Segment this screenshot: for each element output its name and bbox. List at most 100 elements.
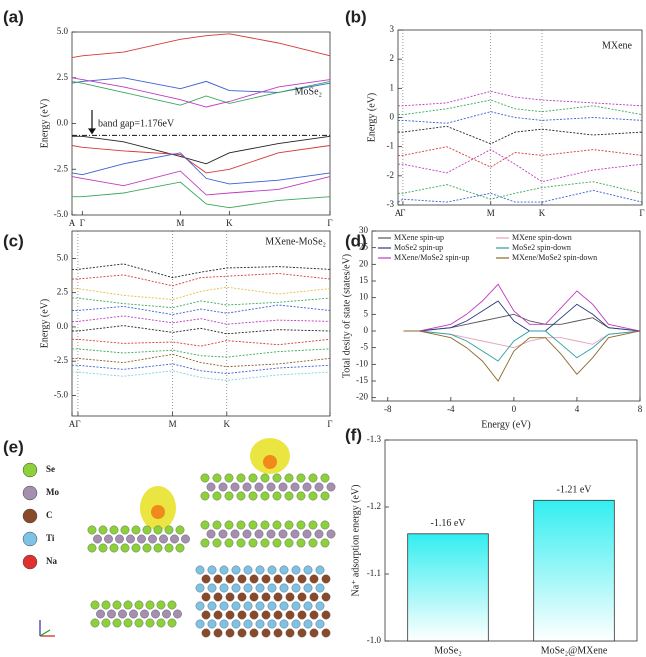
y-tick-label: 0.0 <box>57 118 69 128</box>
atom <box>242 529 252 539</box>
atom <box>131 543 141 553</box>
atom <box>237 592 247 602</box>
atom-legend-swatch <box>22 554 38 570</box>
y-tick-label: 1 <box>390 82 395 92</box>
atom <box>279 583 289 593</box>
series-line <box>71 33 331 59</box>
atom <box>296 473 306 483</box>
atom <box>326 529 336 539</box>
atom <box>273 628 283 638</box>
y-tick-label: 5 <box>364 308 369 318</box>
atom <box>195 619 205 629</box>
series-line <box>72 273 331 287</box>
atom <box>260 520 270 530</box>
panel-label: (a) <box>3 7 24 26</box>
atom <box>173 609 182 619</box>
atom <box>285 592 295 602</box>
plot-frame <box>384 439 638 642</box>
atom <box>231 583 241 593</box>
atom <box>230 482 240 492</box>
atom <box>134 600 144 610</box>
series-line <box>72 286 331 300</box>
atom <box>309 592 319 602</box>
series-line <box>72 363 331 374</box>
atom <box>267 565 277 575</box>
atom <box>131 525 141 535</box>
y-axis-label: Energy (eV) <box>39 299 50 349</box>
atom <box>279 565 289 575</box>
atom <box>225 592 235 602</box>
atom <box>87 543 97 553</box>
atom <box>218 529 228 539</box>
atom <box>320 491 330 501</box>
atom <box>151 609 160 619</box>
atom <box>297 610 307 620</box>
atom <box>167 618 177 628</box>
atom <box>243 601 253 611</box>
atom <box>315 565 325 575</box>
legend-label: MXene spin-up <box>394 233 444 242</box>
y-tick-label: 10 <box>359 292 369 302</box>
atom <box>267 583 277 593</box>
y-tick-label: -2.5 <box>54 163 69 173</box>
atom <box>145 618 155 628</box>
y-tick-label: 15 <box>359 275 369 285</box>
atom <box>153 543 163 553</box>
atom <box>98 525 108 535</box>
atom <box>285 610 295 620</box>
atom <box>142 543 152 553</box>
series-line <box>71 152 331 185</box>
atom <box>278 482 288 492</box>
atom <box>320 538 330 548</box>
y-axis-label: Energy (eV) <box>366 93 377 143</box>
series-line <box>403 283 641 332</box>
atom-legend-label: Se <box>46 464 55 474</box>
atom <box>236 491 246 501</box>
atom <box>200 491 210 501</box>
atom <box>90 600 100 610</box>
atom <box>303 601 313 611</box>
atom <box>164 543 174 553</box>
atom <box>237 574 247 584</box>
atom <box>120 543 130 553</box>
atom <box>90 618 100 628</box>
atom <box>279 601 289 611</box>
atom <box>156 618 166 628</box>
atom <box>213 628 223 638</box>
atom <box>255 601 265 611</box>
atom <box>112 600 122 610</box>
atom <box>249 574 259 584</box>
atom-legend-label: Mo <box>46 487 59 497</box>
atom <box>272 520 282 530</box>
value-label: -1.16 eV <box>431 518 467 529</box>
atom <box>255 619 265 629</box>
legend-label: MXene/MoSe2 spin-up <box>394 253 469 262</box>
atom <box>296 491 306 501</box>
atom <box>279 619 289 629</box>
atom <box>195 601 205 611</box>
panel-label: (d) <box>345 231 367 250</box>
atom <box>120 525 130 535</box>
atom <box>159 534 168 544</box>
legend-label: MoSe2 spin-up <box>394 243 443 252</box>
series-line <box>72 348 331 358</box>
y-tick-label: 2.5 <box>57 72 69 82</box>
y-tick-label: -1.0 <box>367 635 382 645</box>
series-line <box>398 125 643 145</box>
x-tick-label: 0 <box>512 404 517 414</box>
atom <box>302 482 312 492</box>
series-line <box>72 263 331 279</box>
atom <box>309 628 319 638</box>
x-tick-label: 8 <box>638 404 643 414</box>
atom <box>267 619 277 629</box>
atom <box>249 592 259 602</box>
atom <box>115 534 124 544</box>
atom <box>303 619 313 629</box>
atom <box>297 628 307 638</box>
atom <box>219 619 229 629</box>
atom <box>272 538 282 548</box>
y-tick-label: -10 <box>356 358 368 368</box>
atom <box>290 529 300 539</box>
atom <box>200 538 210 548</box>
atom <box>249 610 259 620</box>
